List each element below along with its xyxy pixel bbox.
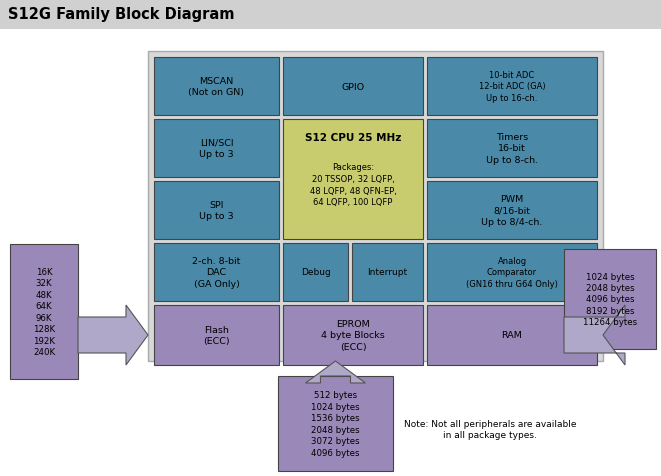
- Text: Packages:
20 TSSOP, 32 LQFP,
48 LQFP, 48 QFN-EP,
64 LQFP, 100 LQFP: Packages: 20 TSSOP, 32 LQFP, 48 LQFP, 48…: [309, 163, 397, 207]
- Bar: [283, 120, 423, 239]
- Text: SPI
Up to 3: SPI Up to 3: [199, 200, 234, 220]
- Text: Timers
16-bit
Up to 8-ch.: Timers 16-bit Up to 8-ch.: [486, 133, 538, 164]
- Text: RAM: RAM: [502, 331, 522, 340]
- Polygon shape: [305, 361, 366, 383]
- Bar: [0, 0, 661, 30]
- Bar: [427, 120, 597, 178]
- Text: Debug: Debug: [301, 268, 330, 277]
- Text: GPIO: GPIO: [342, 82, 365, 91]
- Bar: [427, 306, 597, 365]
- Bar: [148, 52, 603, 361]
- Text: 1024 bytes
2048 bytes
4096 bytes
8192 bytes
11264 bytes: 1024 bytes 2048 bytes 4096 bytes 8192 by…: [583, 272, 637, 327]
- Text: 16K
32K
48K
64K
96K
128K
192K
240K: 16K 32K 48K 64K 96K 128K 192K 240K: [33, 268, 55, 357]
- Text: Analog
Comparator
(GN16 thru G64 Only): Analog Comparator (GN16 thru G64 Only): [466, 257, 558, 288]
- Bar: [427, 244, 597, 301]
- Bar: [154, 120, 279, 178]
- Bar: [154, 182, 279, 239]
- Bar: [283, 58, 423, 116]
- Text: EPROM
4 byte Blocks
(ECC): EPROM 4 byte Blocks (ECC): [321, 320, 385, 351]
- Bar: [427, 182, 597, 239]
- Bar: [154, 244, 279, 301]
- Polygon shape: [564, 306, 625, 365]
- Text: S12G Family Block Diagram: S12G Family Block Diagram: [8, 8, 235, 22]
- Text: MSCAN
(Not on GN): MSCAN (Not on GN): [188, 77, 245, 97]
- Bar: [154, 58, 279, 116]
- Text: Interrupt: Interrupt: [368, 268, 408, 277]
- Text: S12 CPU 25 MHz: S12 CPU 25 MHz: [305, 133, 401, 143]
- Text: 512 bytes
1024 bytes
1536 bytes
2048 bytes
3072 bytes
4096 bytes: 512 bytes 1024 bytes 1536 bytes 2048 byt…: [311, 390, 360, 456]
- Text: 2-ch. 8-bit
DAC
(GA Only): 2-ch. 8-bit DAC (GA Only): [192, 257, 241, 288]
- Bar: [283, 244, 348, 301]
- Bar: [564, 249, 656, 349]
- Bar: [352, 244, 423, 301]
- Polygon shape: [78, 306, 148, 365]
- Text: 10-bit ADC
12-bit ADC (GA)
Up to 16-ch.: 10-bit ADC 12-bit ADC (GA) Up to 16-ch.: [479, 71, 545, 102]
- Bar: [283, 306, 423, 365]
- Text: PWM
8/16-bit
Up to 8/4-ch.: PWM 8/16-bit Up to 8/4-ch.: [481, 195, 543, 226]
- Bar: [278, 376, 393, 471]
- Text: Flash
(ECC): Flash (ECC): [203, 325, 230, 345]
- Bar: [427, 58, 597, 116]
- Text: LIN/SCI
Up to 3: LIN/SCI Up to 3: [199, 139, 234, 159]
- Bar: [154, 306, 279, 365]
- Bar: [10, 245, 78, 379]
- Text: Note: Not all peripherals are available
in all package types.: Note: Not all peripherals are available …: [404, 419, 576, 439]
